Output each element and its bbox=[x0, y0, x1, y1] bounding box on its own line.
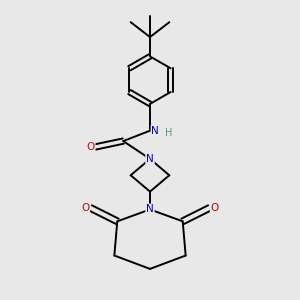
Text: O: O bbox=[86, 142, 95, 152]
Text: O: O bbox=[211, 203, 219, 213]
Text: N: N bbox=[152, 126, 159, 136]
Text: H: H bbox=[166, 128, 173, 138]
Text: O: O bbox=[81, 203, 89, 213]
Text: N: N bbox=[146, 154, 154, 164]
Text: N: N bbox=[146, 204, 154, 214]
